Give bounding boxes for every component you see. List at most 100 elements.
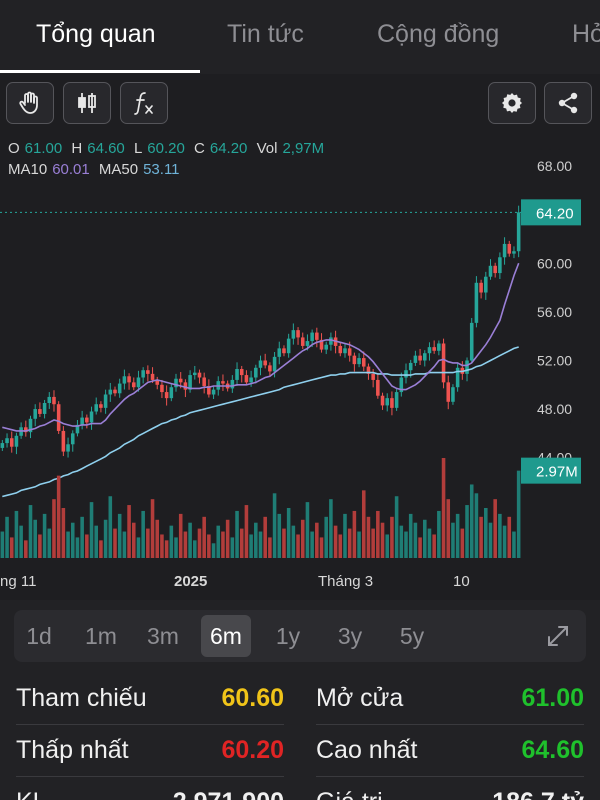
volume-bar	[418, 537, 422, 558]
candle-body	[61, 430, 66, 452]
volume-bar	[347, 528, 352, 558]
volume-bar	[380, 522, 385, 558]
candle-body	[38, 409, 42, 414]
volume-bar	[136, 537, 141, 558]
candle-body	[263, 360, 267, 366]
volume-bar	[399, 525, 404, 558]
volume-bar	[329, 499, 333, 558]
tab-cong-dong[interactable]: Cộng đồng	[377, 20, 500, 48]
chart-settings-button[interactable]	[488, 82, 536, 124]
volume-bar	[9, 537, 14, 558]
candle-body	[178, 378, 183, 383]
volume-bar	[441, 458, 446, 558]
last-volume-label: 2.97M	[536, 464, 578, 481]
candle-body	[80, 417, 84, 425]
candle-body	[310, 332, 314, 342]
volume-bar	[291, 525, 296, 558]
price-chart[interactable]: 68.0064.0060.0056.0052.0048.0044.0064.20…	[0, 148, 600, 600]
active-tab-indicator	[0, 70, 200, 73]
candle-body	[516, 212, 521, 252]
expand-chart-button[interactable]	[544, 622, 572, 650]
volume-bar	[343, 513, 347, 558]
range-1m-button[interactable]: 1m	[85, 622, 117, 649]
volume-bar	[484, 508, 488, 558]
candle-body	[394, 392, 399, 408]
chart-type-button[interactable]	[63, 82, 111, 124]
stat-gia-tri: Giá trị 186.7 tỷ	[316, 788, 584, 800]
volume-bar	[422, 519, 427, 558]
candle-body	[211, 389, 216, 395]
volume-bar	[164, 540, 169, 558]
tab-tong-quan[interactable]: Tổng quan	[36, 20, 156, 48]
y-tick-label: 68.00	[537, 158, 572, 174]
volume-bar	[80, 516, 84, 558]
volume-bar	[28, 505, 33, 558]
volume-bar	[376, 510, 380, 558]
volume-bar	[85, 534, 89, 558]
volume-value: 2,97M	[282, 140, 325, 157]
candle-body	[399, 377, 404, 393]
chart-panel: O 61.00 H 64.60 L 60.20 C 64.20 Vol 2,97M MA1…	[0, 74, 600, 600]
volume-bar	[197, 528, 202, 558]
trade-value-value: 186.7 tỷ	[492, 788, 584, 800]
candle-body	[117, 383, 122, 394]
indicator-button[interactable]	[120, 82, 168, 124]
candle-body	[413, 355, 418, 363]
volume-bar	[268, 537, 272, 558]
candle-body	[484, 276, 488, 293]
last-price-label: 64.20	[536, 205, 574, 222]
candle-body	[221, 381, 225, 384]
open-price-label: Mở cửa	[316, 684, 404, 712]
candle-body	[291, 330, 296, 339]
volume-bar	[94, 525, 99, 558]
candle-body	[33, 409, 37, 419]
volume-bar	[460, 528, 465, 558]
tab-tin-tuc[interactable]: Tin tức	[227, 20, 304, 48]
candle-body	[169, 387, 174, 399]
range-5y-button[interactable]: 5y	[399, 622, 425, 649]
candle-body	[85, 417, 89, 423]
stat-divider	[16, 776, 284, 777]
range-3m-button[interactable]: 3m	[147, 622, 179, 649]
candle-body	[235, 369, 239, 380]
candle-body	[338, 345, 343, 354]
volume-total-label: KL	[16, 788, 47, 800]
volume-bar	[361, 490, 366, 558]
y-tick-label: 60.00	[537, 255, 572, 271]
reference-price-label: Tham chiếu	[16, 684, 147, 712]
ohlc-readout: O 61.00 H 64.60 L 60.20 C 64.20 Vol 2,97M	[8, 140, 329, 157]
tab-hoi[interactable]: Hỏi	[572, 20, 600, 48]
volume-bar	[33, 519, 37, 558]
volume-bar	[52, 499, 56, 558]
ma10-line	[2, 262, 520, 432]
ma10-value: 60.01	[52, 161, 90, 178]
share-button[interactable]	[544, 82, 592, 124]
candle-body	[296, 330, 300, 338]
stat-cao-nhat: Cao nhất 64.60	[316, 736, 584, 776]
volume-bar	[254, 522, 258, 558]
range-1y-button[interactable]: 1y	[275, 622, 301, 649]
volume-bar	[141, 510, 145, 558]
x-tick-label: Tháng 3	[318, 573, 373, 590]
candlestick-icon	[74, 90, 100, 116]
candle-body	[99, 404, 103, 408]
drag-mode-button[interactable]	[6, 82, 54, 124]
range-6m-button[interactable]: 6m	[201, 615, 251, 657]
candle-body	[272, 356, 277, 372]
candle-body	[70, 433, 75, 445]
volume-bar	[122, 531, 127, 558]
candle-body	[5, 438, 9, 444]
volume-bar	[47, 528, 52, 558]
volume-bar	[385, 534, 390, 558]
range-1d-button[interactable]: 1d	[26, 622, 52, 649]
range-3y-button[interactable]: 3y	[337, 622, 363, 649]
volume-bar	[310, 531, 314, 558]
candle-body	[455, 367, 460, 388]
candle-body	[343, 348, 347, 354]
volume-bar	[188, 522, 192, 558]
candle-body	[193, 372, 197, 376]
volume-bar	[38, 534, 42, 558]
volume-bar	[24, 540, 28, 558]
volume-bar	[244, 505, 249, 558]
volume-bar	[66, 531, 70, 558]
